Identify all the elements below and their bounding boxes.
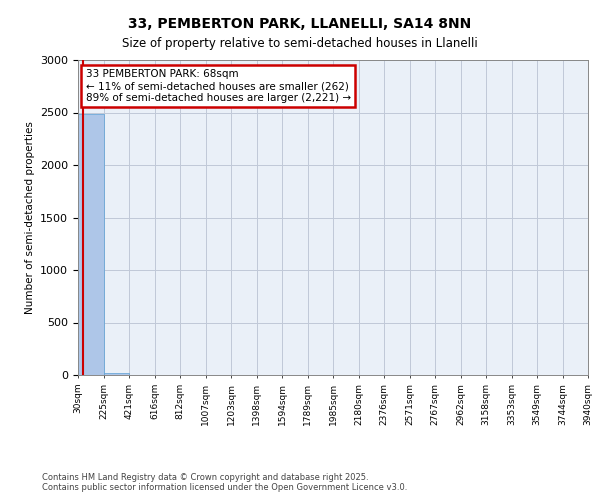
Text: Contains HM Land Registry data © Crown copyright and database right 2025.
Contai: Contains HM Land Registry data © Crown c… xyxy=(42,473,407,492)
Y-axis label: Number of semi-detached properties: Number of semi-detached properties xyxy=(25,121,35,314)
Text: 33 PEMBERTON PARK: 68sqm
← 11% of semi-detached houses are smaller (262)
89% of : 33 PEMBERTON PARK: 68sqm ← 11% of semi-d… xyxy=(86,70,351,102)
Bar xyxy=(78,114,104,375)
Text: 33, PEMBERTON PARK, LLANELLI, SA14 8NN: 33, PEMBERTON PARK, LLANELLI, SA14 8NN xyxy=(128,18,472,32)
Bar xyxy=(104,373,129,375)
Text: Size of property relative to semi-detached houses in Llanelli: Size of property relative to semi-detach… xyxy=(122,38,478,51)
